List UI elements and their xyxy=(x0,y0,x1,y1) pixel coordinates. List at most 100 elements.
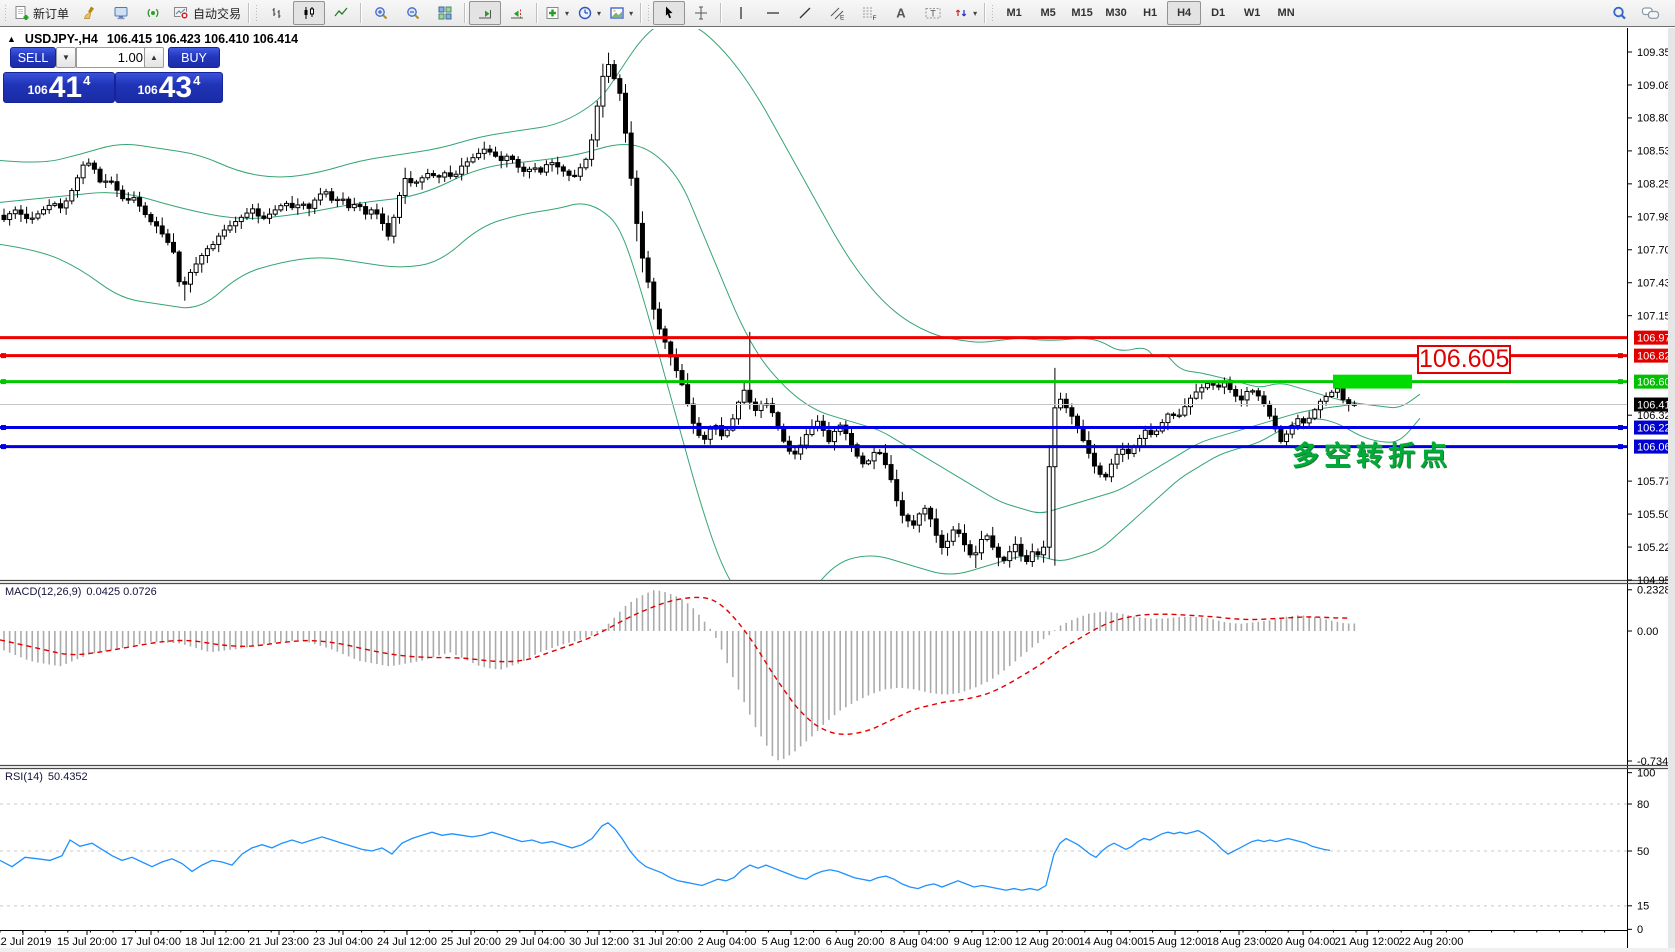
styler-button[interactable] xyxy=(73,1,105,25)
tile-windows-button[interactable] xyxy=(429,1,461,25)
timeframe-h1-button[interactable]: H1 xyxy=(1133,1,1167,25)
line-handle[interactable] xyxy=(1618,444,1623,450)
macd-name: MACD(12,26,9) xyxy=(5,586,82,598)
price-axis[interactable] xyxy=(1627,28,1675,930)
chart-plot-area[interactable] xyxy=(0,28,1627,580)
time-axis-label: 15 Aug 12:00 xyxy=(1143,936,1208,948)
horizontal-line-icon xyxy=(765,5,781,21)
toolbar-grip[interactable] xyxy=(647,4,652,22)
cursor-button[interactable] xyxy=(653,1,686,25)
time-axis-label: 20 Aug 04:00 xyxy=(1271,936,1336,948)
trendline-icon xyxy=(797,5,813,21)
window-bottom-strip xyxy=(0,948,1675,952)
timeframe-d1-button[interactable]: D1 xyxy=(1201,1,1235,25)
line-handle[interactable] xyxy=(1,425,6,431)
time-axis-label: 24 Jul 12:00 xyxy=(377,936,437,948)
chart-window-icon xyxy=(113,5,129,21)
svg-text:A: A xyxy=(896,6,906,21)
chevron-down-icon: ▾ xyxy=(973,8,978,18)
auto-scroll-icon xyxy=(477,5,493,21)
periods-icon xyxy=(577,5,593,21)
signals-button[interactable] xyxy=(137,1,169,25)
rsi-value: 50.4352 xyxy=(47,771,88,783)
new-order-label: 新订单 xyxy=(33,6,70,21)
label-button[interactable]: T xyxy=(917,1,949,25)
price-alert-callout[interactable]: 106.605 xyxy=(1417,345,1511,374)
axis-tick-label: 106.605 xyxy=(1637,376,1675,388)
fibonacci-button[interactable]: F xyxy=(853,1,885,25)
crosshair-button[interactable] xyxy=(685,1,717,25)
text-button[interactable]: A xyxy=(885,1,917,25)
sell-price-point: 4 xyxy=(83,73,91,88)
zoom-out-icon xyxy=(405,5,421,21)
buy-price-display[interactable]: 106 43 4 xyxy=(115,72,223,103)
timeframe-m1-button[interactable]: M1 xyxy=(997,1,1031,25)
timeframe-mn-button[interactable]: MN xyxy=(1269,1,1303,25)
symbol-info-line: ▲ USDJPY-,H4 106.415 106.423 106.410 106… xyxy=(7,32,298,46)
collapse-panel-icon[interactable]: ▲ xyxy=(7,34,16,44)
bollinger-middle-band xyxy=(0,144,1357,514)
chat-icon xyxy=(1641,5,1661,21)
vertical-line-button[interactable] xyxy=(725,1,757,25)
toolbar-grip[interactable] xyxy=(991,4,996,22)
line-handle[interactable] xyxy=(1618,379,1623,385)
line-handle[interactable] xyxy=(1618,353,1623,359)
channel-button[interactable]: E xyxy=(821,1,853,25)
axis-tick-label: 105.775 xyxy=(1637,476,1675,488)
time-axis-label: 9 Aug 12:00 xyxy=(954,936,1013,948)
zoom-in-button[interactable] xyxy=(365,1,397,25)
line-handle[interactable] xyxy=(1618,425,1623,431)
buy-button[interactable]: BUY xyxy=(168,47,220,68)
horizontal-line-button[interactable] xyxy=(757,1,789,25)
search-icon xyxy=(1611,5,1628,22)
market-watch-button[interactable] xyxy=(105,1,137,25)
new-order-button[interactable]: 新订单 xyxy=(10,1,73,25)
indicators-button[interactable]: ▾ xyxy=(541,1,573,25)
line-handle[interactable] xyxy=(1,444,6,450)
lot-decrease-button[interactable]: ▼ xyxy=(56,47,76,68)
toolbar-grip[interactable] xyxy=(4,4,8,22)
line-chart-button[interactable] xyxy=(325,1,357,25)
templates-button[interactable]: ▾ xyxy=(605,1,637,25)
bar-chart-button[interactable] xyxy=(261,1,293,25)
arrows-icon xyxy=(953,5,969,21)
candlestick-chart-button[interactable] xyxy=(293,1,326,25)
sell-price-display[interactable]: 106 41 4 xyxy=(3,72,115,103)
autotrading-button[interactable]: 自动交易 xyxy=(169,1,245,25)
chat-button[interactable] xyxy=(1635,1,1667,25)
sell-button[interactable]: SELL xyxy=(10,47,56,68)
axis-tick-label: 0.00 xyxy=(1637,626,1658,638)
timeframe-h4-button[interactable]: H4 xyxy=(1167,1,1202,25)
axis-tick-label: 107.155 xyxy=(1637,311,1675,323)
auto-scroll-button[interactable] xyxy=(469,1,502,25)
arrows-button[interactable]: ▾ xyxy=(949,1,981,25)
timeframe-label: M15 xyxy=(1071,7,1093,19)
timeframe-w1-button[interactable]: W1 xyxy=(1235,1,1269,25)
macd-indicator-label: MACD(12,26,9) 0.0425 0.0726 xyxy=(5,586,157,598)
zoom-out-button[interactable] xyxy=(397,1,429,25)
periods-button[interactable]: ▾ xyxy=(573,1,605,25)
toolbar-grip[interactable] xyxy=(255,4,260,22)
axis-tick-label: 107.980 xyxy=(1637,212,1675,224)
timeframe-m5-button[interactable]: M5 xyxy=(1031,1,1065,25)
timeframe-m15-button[interactable]: M15 xyxy=(1065,1,1099,25)
lot-size-input[interactable] xyxy=(76,47,152,68)
sell-button-label: SELL xyxy=(17,50,49,65)
chevron-down-icon: ▾ xyxy=(629,8,634,18)
chart-shift-icon xyxy=(509,5,525,21)
chevron-up-icon: ▲ xyxy=(150,53,158,62)
highlight-rectangle[interactable] xyxy=(1333,374,1412,389)
time-axis-label: 5 Aug 12:00 xyxy=(762,936,821,948)
search-button[interactable] xyxy=(1603,1,1635,25)
chart-shift-button[interactable] xyxy=(501,1,533,25)
turning-point-annotation[interactable]: 多空转折点 xyxy=(1292,441,1452,471)
trendline-button[interactable] xyxy=(789,1,821,25)
timeframe-m30-button[interactable]: M30 xyxy=(1099,1,1133,25)
svg-text:E: E xyxy=(840,15,845,22)
axis-tick-label: 106.414 xyxy=(1637,399,1675,411)
line-handle[interactable] xyxy=(1,353,6,359)
line-handle[interactable] xyxy=(1,379,6,385)
rsi-pane xyxy=(0,822,1331,891)
axis-tick-label: 15 xyxy=(1637,901,1649,913)
lot-increase-button[interactable]: ▲ xyxy=(144,47,164,68)
